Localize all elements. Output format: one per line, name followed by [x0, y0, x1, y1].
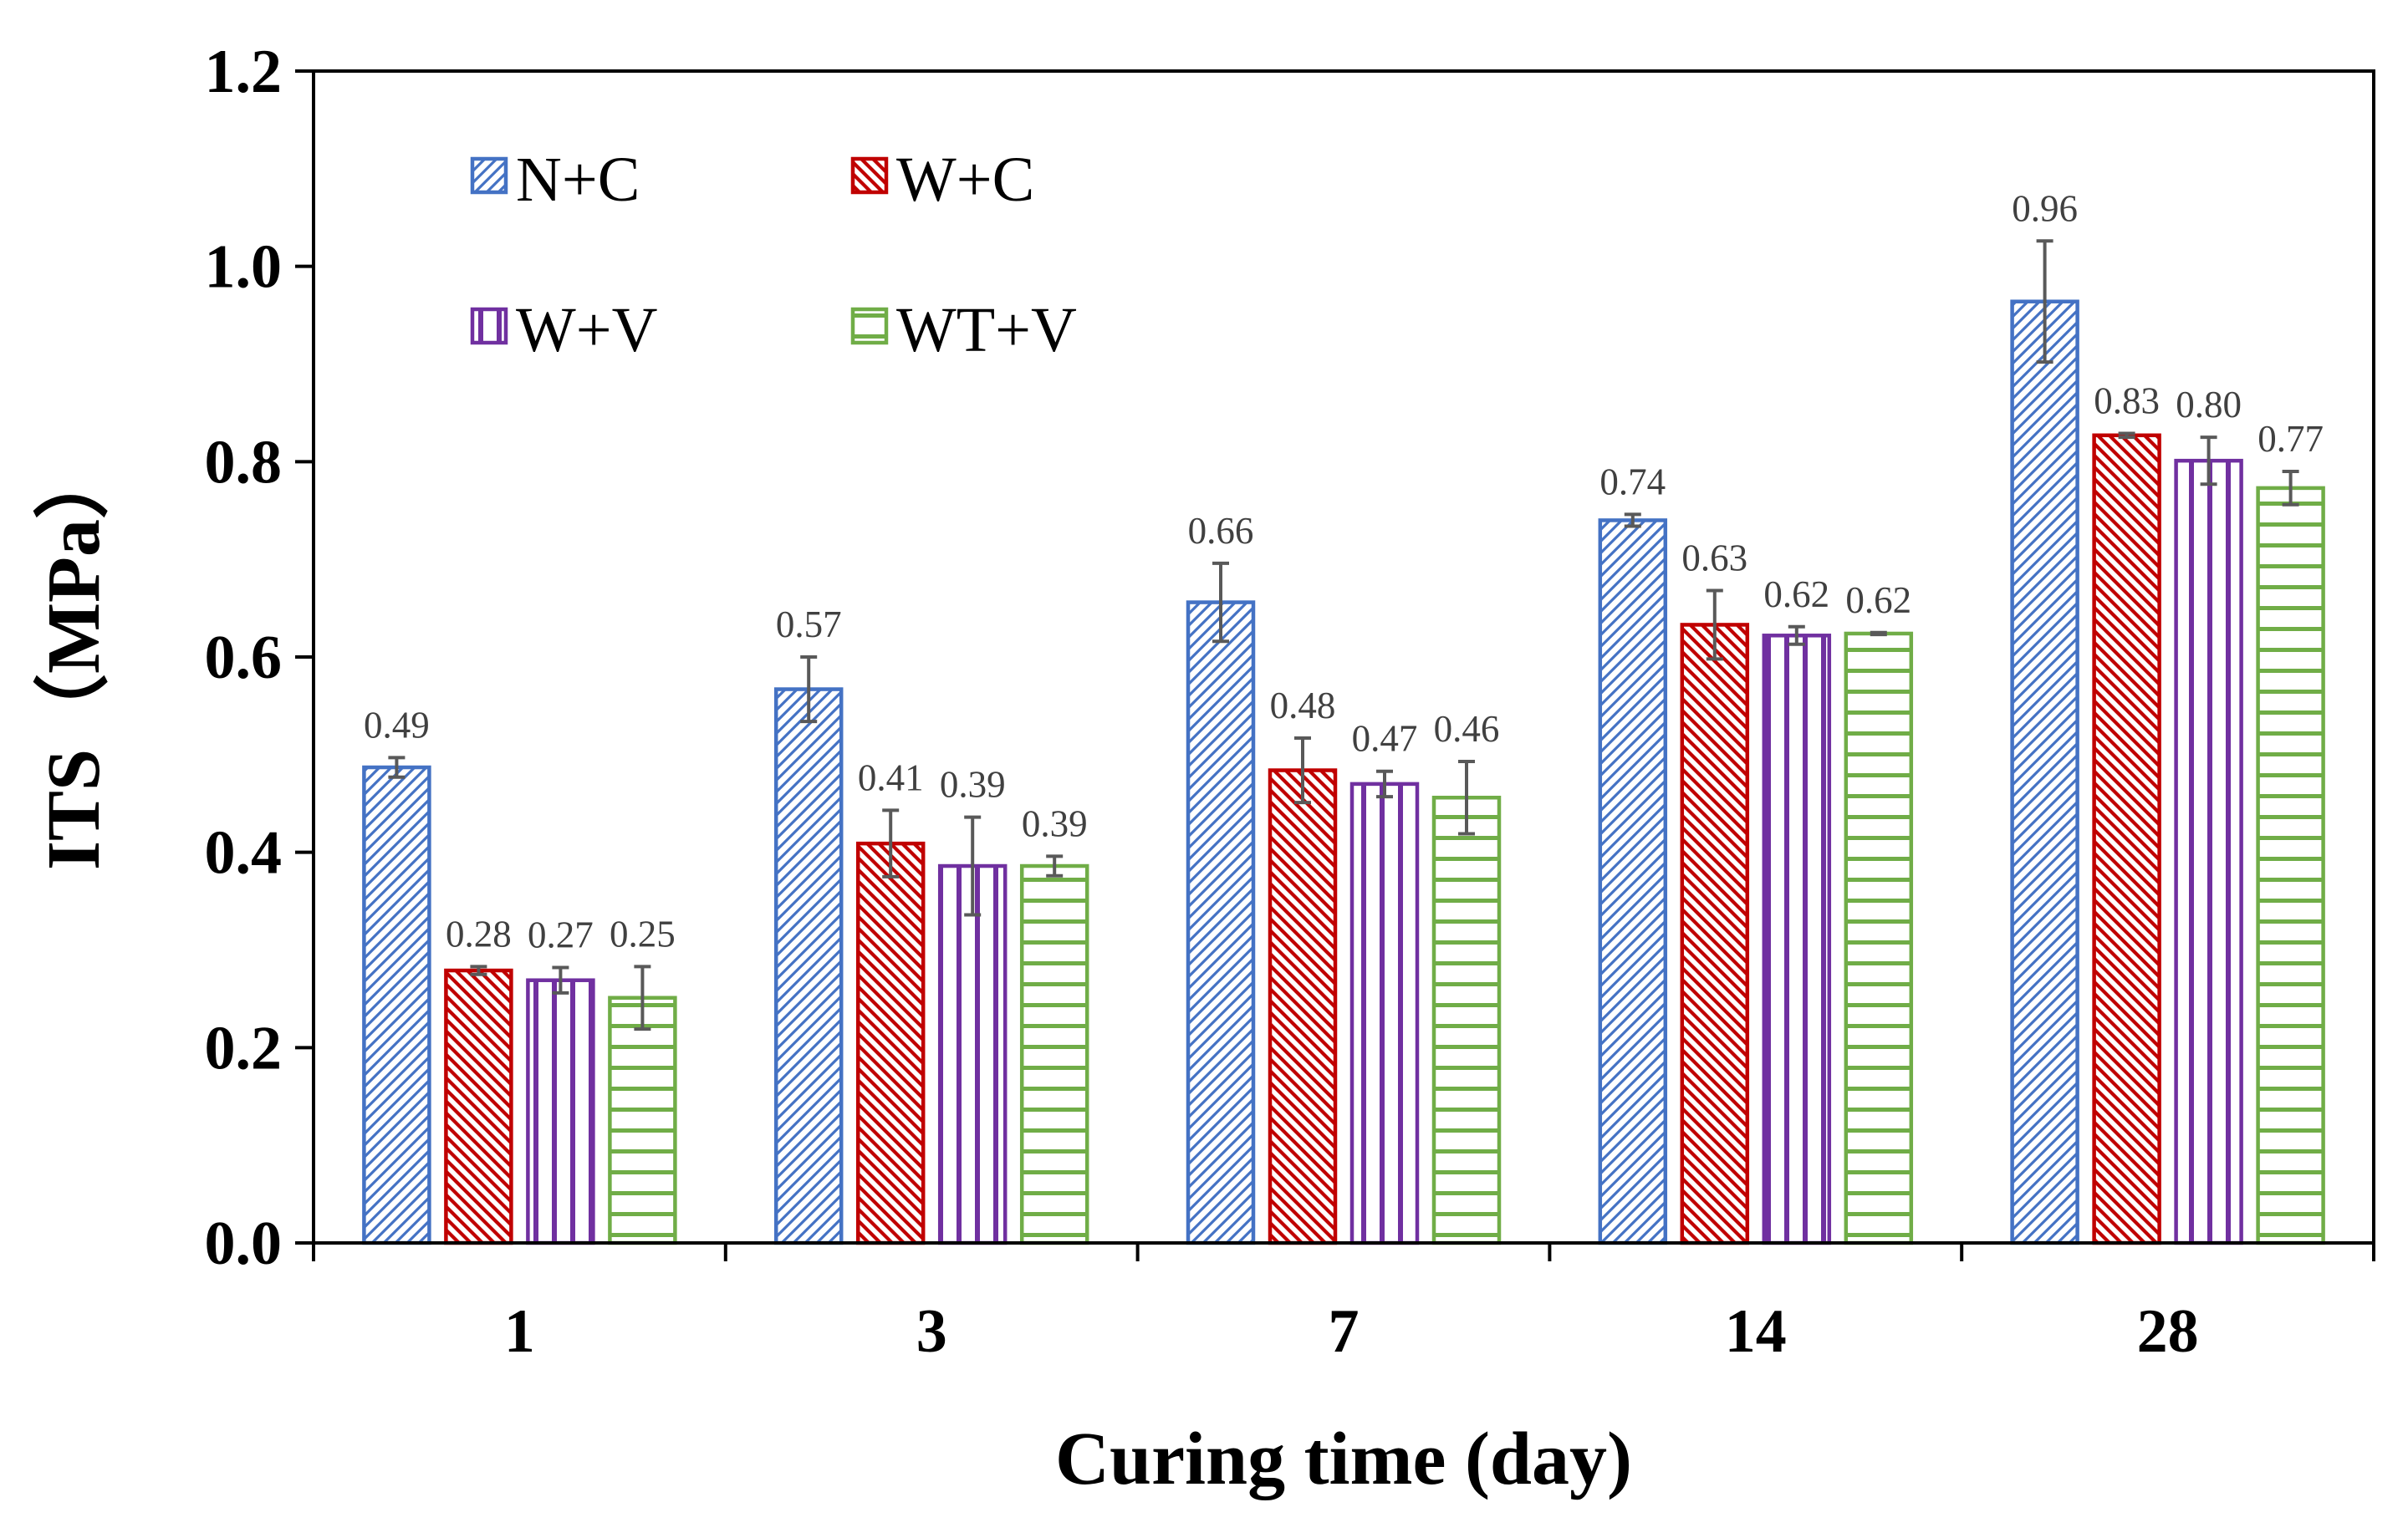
data-label: 0.41 — [858, 756, 924, 798]
error-bar — [882, 808, 900, 878]
y-tick-label: 0.0 — [205, 1210, 283, 1278]
data-label: 0.48 — [1270, 685, 1336, 726]
y-axis-title: ITS（MPa） — [33, 444, 115, 870]
data-label: 0.74 — [1599, 461, 1666, 502]
y-tick-label: 0.2 — [205, 1014, 283, 1082]
bar-series-group — [362, 299, 2325, 1245]
y-tick-label: 1.0 — [205, 233, 283, 302]
data-label: 0.77 — [2258, 418, 2324, 460]
bar-wt-plus-v-day-28 — [2256, 486, 2325, 1245]
bar-n-plus-c-day-3 — [773, 687, 844, 1245]
error-bar — [2200, 435, 2217, 486]
x-tick-label: 7 — [1329, 1297, 1360, 1366]
data-label: 0.47 — [1352, 718, 1418, 760]
bar-wt-plus-v-day-14 — [1844, 631, 1914, 1245]
data-label: 0.62 — [1763, 573, 1829, 615]
data-label: 0.27 — [528, 914, 594, 956]
error-bar — [1294, 736, 1311, 805]
axes-group: 0.0 0.2 0.4 0.6 0.8 1.0 1.2 1 3 7 14 28 — [205, 38, 2375, 1366]
bar-w-plus-c-day-14 — [1680, 623, 1750, 1245]
error-bar — [2118, 431, 2135, 440]
data-label: 0.39 — [940, 764, 1006, 806]
x-tick-label: 14 — [1725, 1297, 1787, 1366]
legend-label: W+V — [516, 295, 658, 365]
bar-n-plus-c-day-1 — [362, 765, 431, 1245]
error-bar — [2036, 239, 2053, 364]
data-labels-group: 0.49 0.57 0.66 0.74 0.96 0.28 0.41 0.48 0.63 0.83… — [364, 187, 2324, 955]
y-tick-label: 0.4 — [205, 819, 283, 888]
bar-w-plus-c-day-1 — [444, 968, 513, 1245]
bar-n-plus-c-day-7 — [1186, 600, 1256, 1245]
error-bar — [800, 655, 818, 724]
data-label: 0.66 — [1188, 510, 1254, 552]
error-bar — [1624, 512, 1641, 528]
error-bar — [634, 965, 651, 1031]
data-label: 0.57 — [776, 603, 842, 645]
legend-swatch — [850, 307, 889, 345]
data-label: 0.80 — [2176, 384, 2242, 425]
legend-label: W+C — [896, 145, 1034, 215]
bar-n-plus-c-day-14 — [1598, 518, 1668, 1245]
bar-w-plus-c-day-3 — [855, 841, 926, 1245]
y-tick-label: 1.2 — [205, 38, 283, 106]
error-bar — [388, 756, 406, 779]
y-tick-label: 0.6 — [205, 624, 283, 692]
error-bar — [1046, 854, 1064, 878]
error-bars-group — [388, 239, 2299, 1031]
x-axis-title: Curing time (day) — [1055, 1418, 1632, 1500]
bar-wt-plus-v-day-3 — [1019, 863, 1089, 1245]
error-bar — [1458, 760, 1475, 836]
error-bar — [1870, 630, 1887, 637]
data-label: 0.62 — [1845, 579, 1911, 621]
x-tick-label: 3 — [916, 1297, 947, 1366]
bar-w-plus-v-day-14 — [1762, 634, 1832, 1245]
data-label: 0.49 — [364, 704, 430, 746]
bar-w-plus-v-day-28 — [2174, 458, 2243, 1245]
error-bar — [552, 965, 569, 995]
data-label: 0.96 — [2012, 187, 2078, 229]
error-bar — [1706, 588, 1723, 661]
bar-w-plus-v-day-1 — [526, 978, 595, 1245]
data-label: 0.28 — [446, 913, 512, 955]
legend-swatch — [470, 307, 508, 345]
legend: N+C W+C W+V WT+V — [470, 145, 1077, 365]
bar-n-plus-c-day-28 — [2010, 299, 2079, 1245]
x-tick-label: 1 — [504, 1297, 535, 1366]
data-label: 0.83 — [2094, 379, 2160, 421]
bar-w-plus-v-day-3 — [937, 863, 1008, 1245]
legend-label: N+C — [516, 145, 640, 215]
error-bar — [1212, 561, 1229, 644]
error-bar — [1376, 769, 1393, 799]
data-label: 0.39 — [1022, 802, 1088, 844]
bar-wt-plus-v-day-1 — [608, 996, 677, 1245]
y-tick-label: 0.8 — [205, 428, 283, 497]
x-tick-label: 28 — [2137, 1297, 2199, 1366]
data-label: 0.46 — [1434, 708, 1500, 750]
legend-swatch — [850, 156, 889, 195]
bar-w-plus-c-day-7 — [1268, 768, 1338, 1245]
data-label: 0.25 — [610, 913, 676, 955]
legend-label: WT+V — [896, 295, 1077, 365]
bar-wt-plus-v-day-7 — [1431, 795, 1502, 1245]
bar-w-plus-v-day-7 — [1349, 782, 1420, 1245]
legend-swatch — [470, 156, 508, 195]
bar-w-plus-c-day-28 — [2092, 433, 2161, 1245]
error-bar — [964, 815, 982, 917]
error-bar — [1788, 624, 1805, 646]
data-label: 0.63 — [1681, 537, 1747, 579]
error-bar — [2282, 470, 2299, 507]
error-bar — [470, 965, 487, 976]
